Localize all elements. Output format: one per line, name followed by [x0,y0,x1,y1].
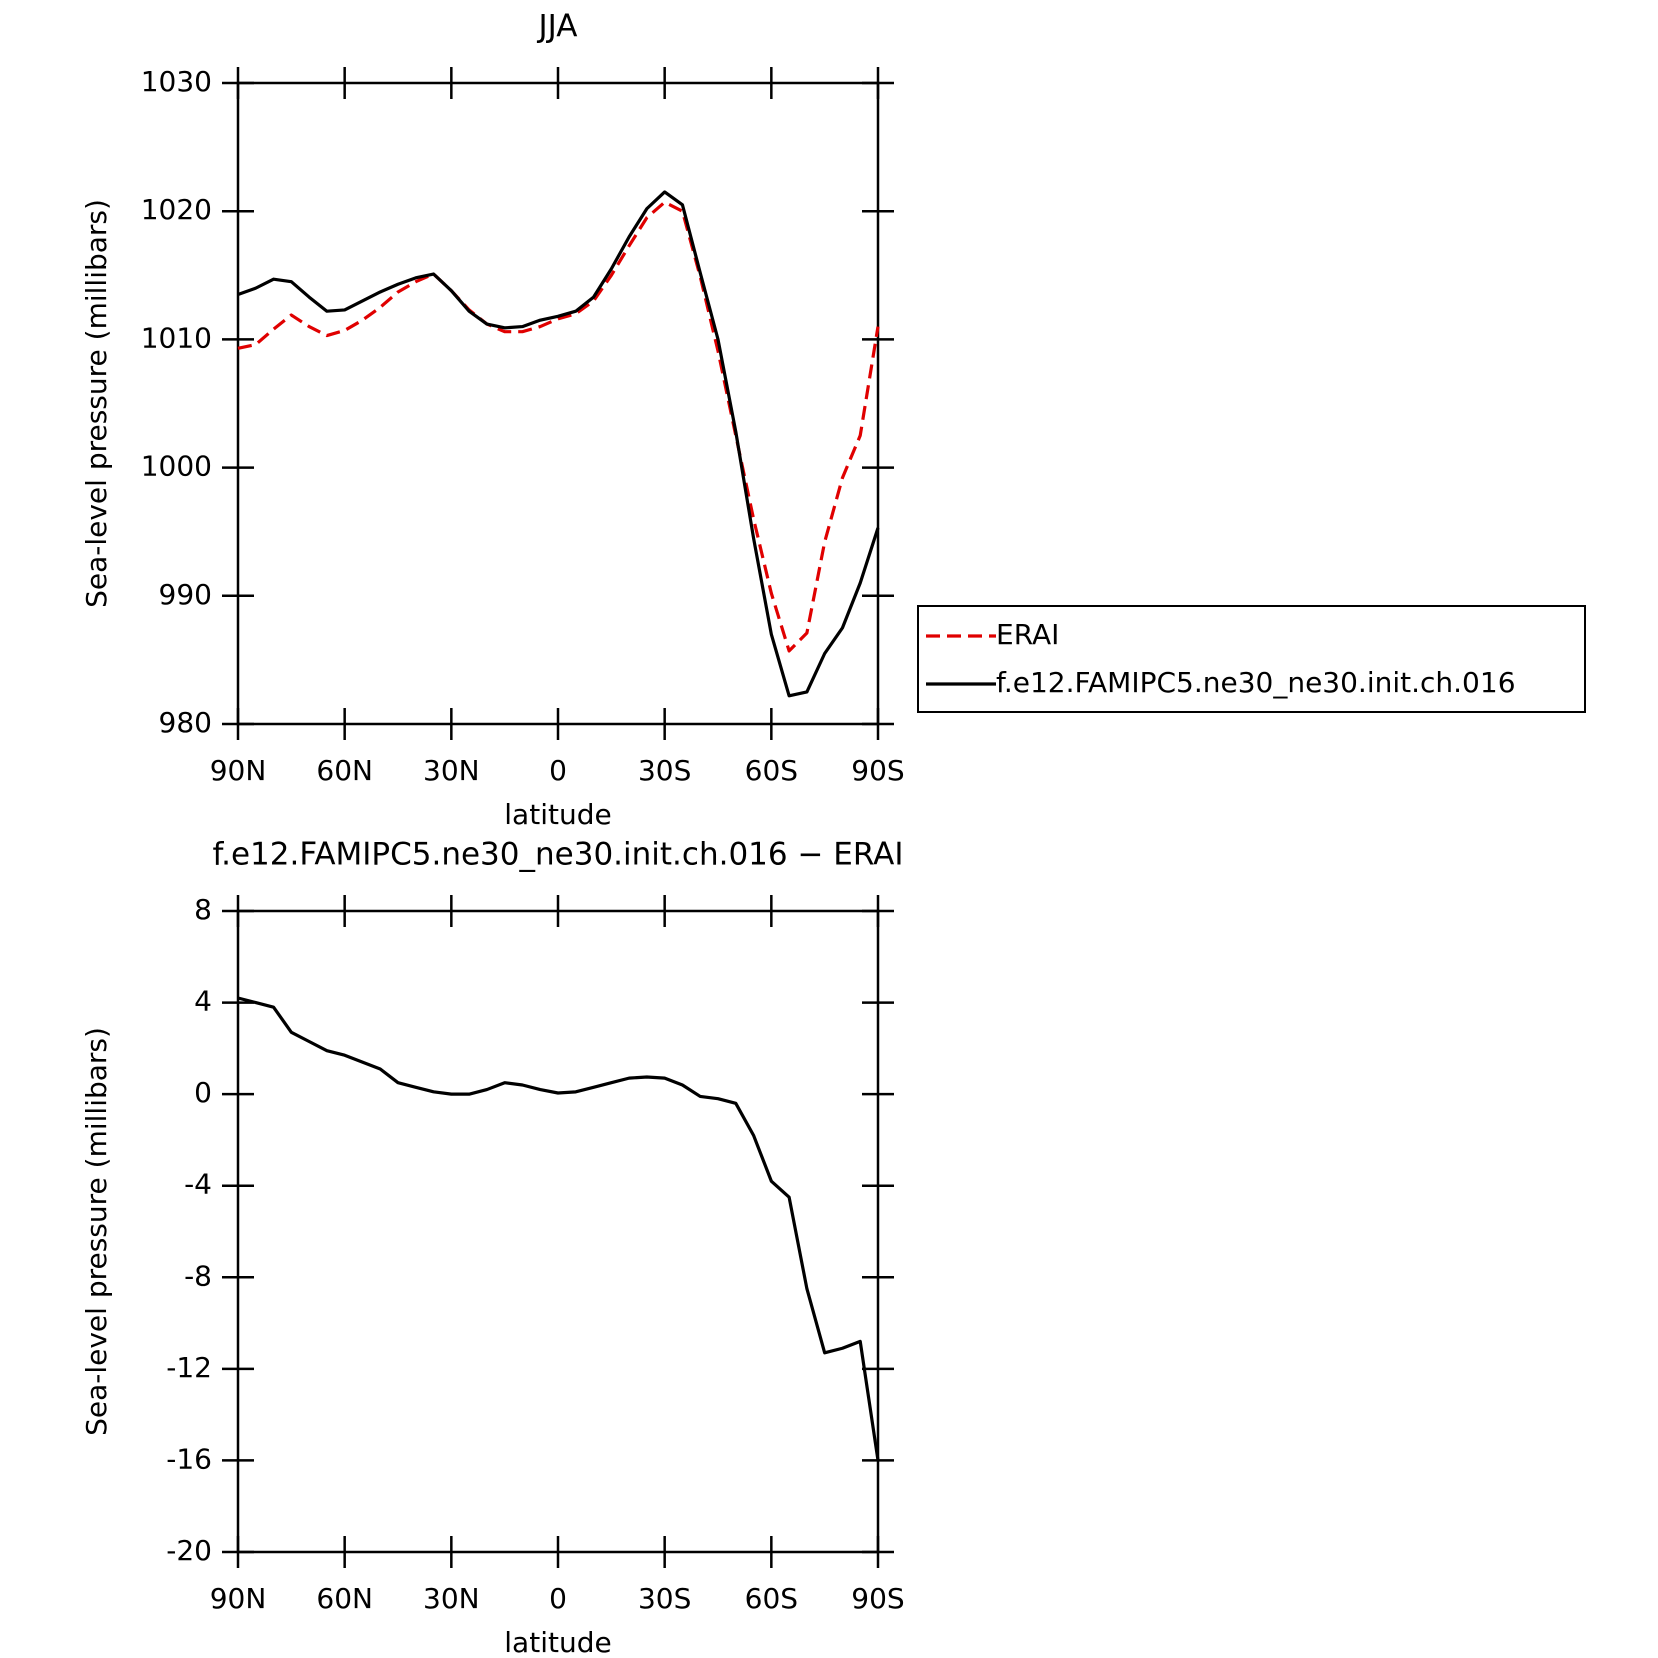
x-tick-label: 30S [638,1582,691,1615]
chart-title: JJA [537,9,578,45]
y-tick-label: 1020 [141,193,212,226]
y-tick-label: 8 [194,893,212,926]
y-tick-label: 990 [159,578,212,611]
x-tick-label: 60S [745,1582,798,1615]
series-line [237,200,880,653]
x-tick-label: 90N [210,754,267,787]
x-tick-label: 0 [549,754,567,787]
x-tick-label: 60N [316,754,373,787]
y-tick-label: 980 [159,706,212,739]
y-axis-label: Sea-level pressure (millibars) [80,1027,113,1436]
x-tick-label: 0 [549,1582,567,1615]
x-axis-label: latitude [504,798,611,831]
x-tick-label: 30N [423,754,480,787]
x-tick-label: 30S [638,754,691,787]
y-tick-label: 4 [194,985,212,1018]
y-tick-label: -20 [166,1534,212,1567]
y-axis-label: Sea-level pressure (millibars) [80,199,113,608]
x-tick-label: 60S [745,754,798,787]
legend-label: f.e12.FAMIPC5.ne30_ne30.init.ch.016 [996,666,1516,699]
plot-frame [236,81,880,726]
x-tick-label: 90S [851,1582,904,1615]
series-line [237,996,880,1461]
y-tick-label: -4 [184,1168,212,1201]
x-axis-label: latitude [504,1626,611,1658]
series-line [237,190,880,698]
y-tick-label: 1030 [141,65,212,98]
y-tick-label: -16 [166,1442,212,1475]
x-tick-label: 90N [210,1582,267,1615]
chart-title: f.e12.FAMIPC5.ne30_ne30.init.ch.016 − ER… [212,837,903,873]
x-tick-label: 30N [423,1582,480,1615]
y-tick-label: 1010 [141,321,212,354]
y-tick-label: 0 [194,1076,212,1109]
legend-box [917,605,1586,713]
y-tick-label: -8 [184,1259,212,1292]
legend-label: ERAI [996,618,1059,651]
y-tick-label: -12 [166,1351,212,1384]
x-tick-label: 60N [316,1582,373,1615]
y-tick-label: 1000 [141,450,212,483]
plot-frame [236,909,880,1554]
x-tick-label: 90S [851,754,904,787]
